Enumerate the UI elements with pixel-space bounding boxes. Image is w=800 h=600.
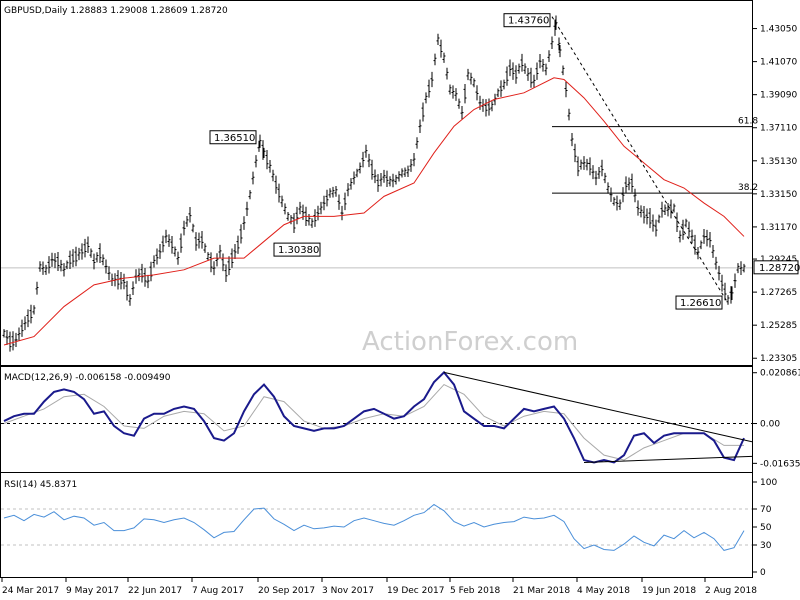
last-price-tag: 1.28720 (759, 263, 800, 274)
rsi-layer (1, 503, 752, 551)
swing-label: 1.43760 (508, 16, 549, 27)
swing-label: 1.26610 (680, 298, 721, 309)
swing-label: 1.30380 (278, 245, 319, 256)
y-tick-label: 1.25285 (760, 321, 797, 331)
rsi-tick-label: 0 (760, 568, 766, 578)
price-bars (2, 15, 746, 352)
y-tick-label: 1.29245 (760, 255, 797, 265)
macd-tick-label: -0.016357 (760, 459, 800, 469)
x-tick-label: 5 Feb 2018 (450, 586, 501, 596)
x-tick-label: 22 Jun 2017 (128, 586, 182, 596)
x-tick-label: 20 Sep 2017 (258, 586, 315, 596)
last-price-tag-box (753, 260, 799, 275)
price-header: GBPUSD,Daily 1.28883 1.29008 1.28609 1.2… (4, 6, 228, 16)
swing-label-box (503, 13, 551, 28)
macd-line (3, 370, 745, 464)
macd-layer (1, 370, 753, 464)
trendline-high-to-low (551, 16, 729, 304)
x-tick-label: 7 Aug 2017 (192, 586, 244, 596)
swing-label-box (209, 130, 257, 145)
rsi-tick-label: 50 (760, 523, 772, 533)
fib-label: 38.2 (738, 183, 758, 193)
x-tick-label: 21 Mar 2018 (513, 586, 570, 596)
rsi-line (3, 503, 745, 551)
rsi-pane (0, 472, 753, 578)
y-tick-label: 1.41070 (760, 58, 797, 68)
x-tick-label: 9 May 2017 (66, 586, 119, 596)
y-tick-label: 1.23305 (760, 354, 797, 364)
y-tick-label: 1.33150 (760, 190, 797, 200)
macd-header: MACD(12,26,9) -0.006158 -0.009490 (4, 373, 171, 383)
watermark: ActionForex.com (362, 327, 578, 357)
fib-label: 61.8 (738, 117, 758, 127)
y-tick-label: 1.27265 (760, 288, 797, 298)
x-tick-label: 4 May 2018 (577, 586, 630, 596)
y-tick-label: 1.31170 (760, 223, 797, 233)
x-tick-label: 19 Dec 2017 (387, 586, 445, 596)
price-layer: 61.8 38.2 1.43760 1.36510 1.30380 1.26610 (1, 13, 758, 352)
macd-trendline-upper (443, 371, 753, 443)
macd-tick-label: 0.00 (760, 420, 780, 430)
macd-trendline-lower (583, 455, 753, 463)
rsi-tick-label: 100 (760, 478, 777, 488)
rsi-tick-label: 30 (760, 541, 772, 551)
swing-label: 1.36510 (214, 133, 255, 144)
rsi-header: RSI(14) 45.8371 (4, 480, 77, 490)
macd-signal-line (3, 383, 744, 461)
macd-tick-label: 0.020861 (760, 369, 800, 379)
y-tick-label: 1.35130 (760, 157, 797, 167)
x-tick-label: 24 Mar 2017 (2, 586, 59, 596)
y-tick-label: 1.37110 (760, 124, 797, 134)
swing-label-box (273, 242, 321, 257)
rsi-tick-label: 70 (760, 505, 772, 515)
x-tick-label: 3 Nov 2017 (322, 586, 374, 596)
axis-layer: 1.43050 1.41070 1.39090 1.37110 1.35130 1.331… (1, 25, 800, 596)
x-tick-label: 2 Aug 2018 (705, 586, 757, 596)
swing-label-box (675, 295, 723, 310)
price-pane (0, 0, 753, 366)
x-tick-label: 19 Jun 2018 (642, 586, 696, 596)
y-tick-label: 1.43050 (760, 25, 797, 35)
y-tick-label: 1.39090 (760, 91, 797, 101)
